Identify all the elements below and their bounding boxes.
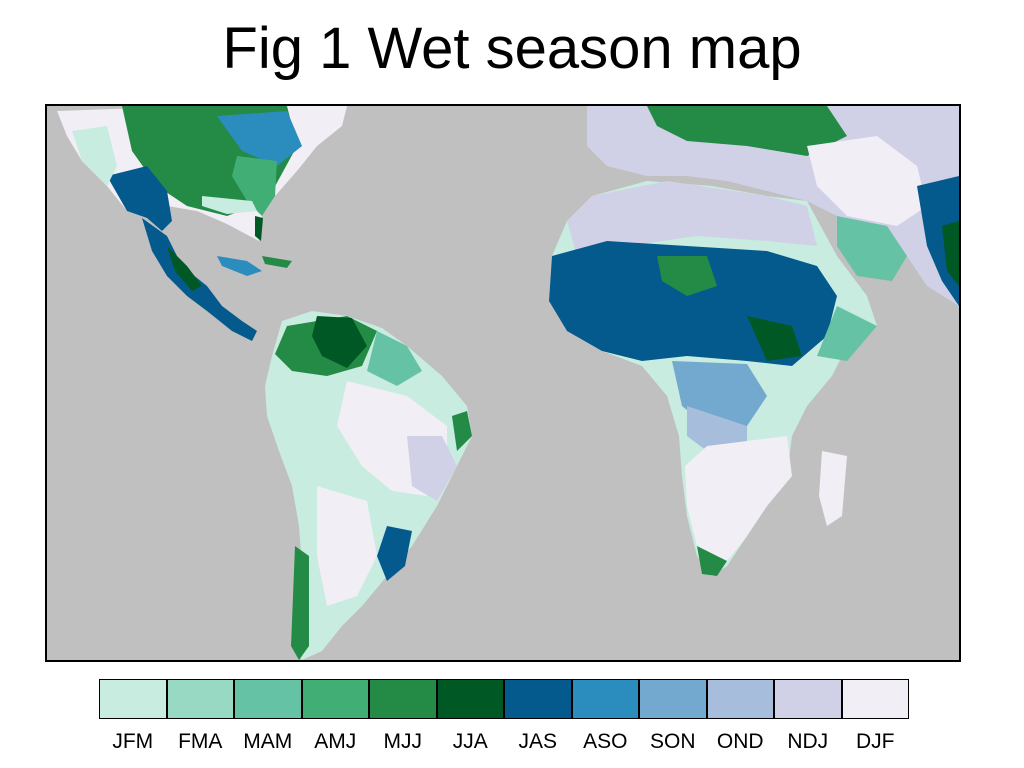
world-map-svg [47,106,959,660]
legend-swatch-amj [302,680,370,718]
legend-label-djf: DJF [856,730,895,753]
legend-label-ndj: NDJ [787,730,829,753]
legend-swatch-jja [437,680,505,718]
legend-label-jfm: JFM [112,730,154,753]
legend-swatch-mam [235,680,303,718]
legend-label-aso: ASO [583,730,628,753]
legend-label-mam: MAM [243,730,293,753]
legend-swatch-ond [707,680,775,718]
legend-label-jja: JJA [452,730,488,753]
legend-swatch-mjj [370,680,438,718]
legend-swatch-ndj [775,680,843,718]
wet-season-map [45,104,961,662]
legend-swatch-jfm [100,680,168,718]
central-america-region [142,218,292,341]
legend-label-mjj: MJJ [383,730,423,753]
figure-title: Fig 1 Wet season map [222,16,802,81]
eurasia-region [587,106,959,306]
legend-label-son: SON [649,730,696,753]
legend-swatch-jas [505,680,573,718]
legend-label-fma: FMA [178,730,223,753]
legend-label-amj: AMJ [314,730,357,753]
legend-labels: JFM FMA MAM AMJ MJJ JJA JAS ASO SON OND … [99,729,909,755]
legend-label-jas: JAS [518,730,557,753]
north-america-region [57,106,347,241]
legend-label-ond: OND [716,730,764,753]
legend-swatch-fma [167,680,235,718]
legend-color-bar [99,679,909,719]
south-america-region [265,311,472,660]
legend-swatch-aso [572,680,640,718]
legend-swatch-djf [842,680,908,718]
africa-region [549,181,877,576]
legend-swatch-son [640,680,708,718]
